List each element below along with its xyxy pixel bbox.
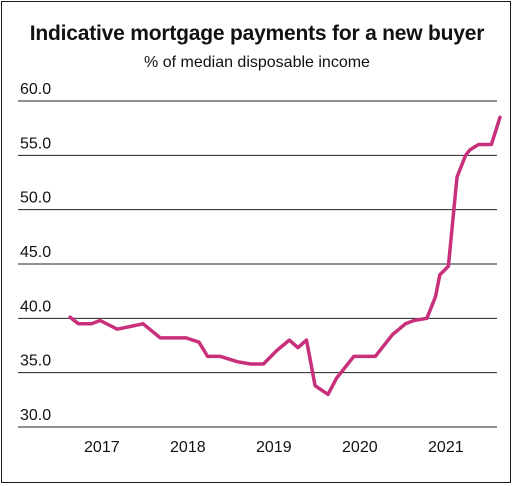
chart-subtitle: % of median disposable income	[144, 54, 370, 71]
x-tick-label: 2020	[342, 439, 378, 456]
x-tick-label: 2019	[256, 439, 292, 456]
y-tick-label: 40.0	[20, 298, 51, 315]
y-tick-label: 60.0	[20, 81, 51, 98]
x-tick-label: 2018	[170, 439, 206, 456]
y-tick-label: 30.0	[20, 407, 51, 424]
x-tick-label: 2021	[428, 439, 464, 456]
y-tick-label: 50.0	[20, 190, 51, 207]
x-axis-ticks: 2017 2018 2019 2020 2021	[84, 439, 464, 456]
x-tick-label: 2017	[84, 439, 120, 456]
y-tick-label: 35.0	[20, 353, 51, 370]
chart-title: Indicative mortgage payments for a new b…	[29, 22, 485, 45]
y-tick-label: 45.0	[20, 244, 51, 261]
y-axis-ticks: 30.0 35.0 40.0 45.0 50.0 55.0 60.0	[20, 81, 51, 424]
y-tick-label: 55.0	[20, 135, 51, 152]
series-line	[68, 115, 502, 397]
gridlines	[18, 100, 497, 428]
